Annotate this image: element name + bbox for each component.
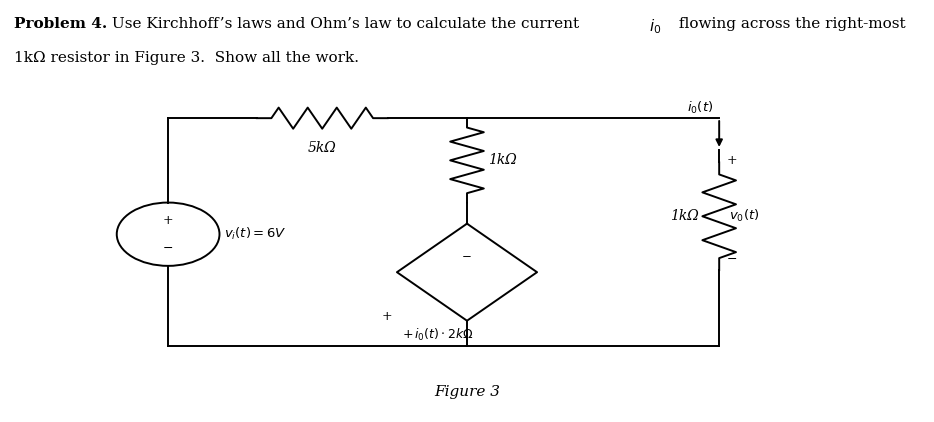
Text: $+\,\mathit{i}_0(t)\cdot 2k\Omega$: $+\,\mathit{i}_0(t)\cdot 2k\Omega$ bbox=[402, 327, 474, 343]
Text: +: + bbox=[382, 310, 392, 323]
Text: +: + bbox=[163, 214, 174, 227]
Text: 1kΩ: 1kΩ bbox=[670, 209, 699, 223]
Text: −: − bbox=[163, 242, 174, 254]
Text: 5kΩ: 5kΩ bbox=[308, 141, 336, 155]
Text: $v_0(t)$: $v_0(t)$ bbox=[729, 208, 759, 225]
Text: Problem 4.: Problem 4. bbox=[14, 17, 107, 31]
Text: Figure 3: Figure 3 bbox=[434, 385, 500, 399]
Text: −: − bbox=[727, 253, 737, 266]
Text: Use Kirchhoff’s laws and Ohm’s law to calculate the current: Use Kirchhoff’s laws and Ohm’s law to ca… bbox=[107, 17, 585, 31]
Text: $\mathit{i}_0$: $\mathit{i}_0$ bbox=[649, 17, 661, 35]
Text: −: − bbox=[462, 249, 472, 262]
Text: $\mathit{i}_0(t)$: $\mathit{i}_0(t)$ bbox=[687, 100, 714, 116]
Text: +: + bbox=[727, 154, 737, 167]
Text: $v_i(t) = 6V$: $v_i(t) = 6V$ bbox=[224, 226, 287, 242]
Text: flowing across the right-most: flowing across the right-most bbox=[674, 17, 906, 31]
Text: 1kΩ: 1kΩ bbox=[488, 153, 517, 168]
Text: 1kΩ resistor in Figure 3.  Show all the work.: 1kΩ resistor in Figure 3. Show all the w… bbox=[14, 51, 359, 65]
